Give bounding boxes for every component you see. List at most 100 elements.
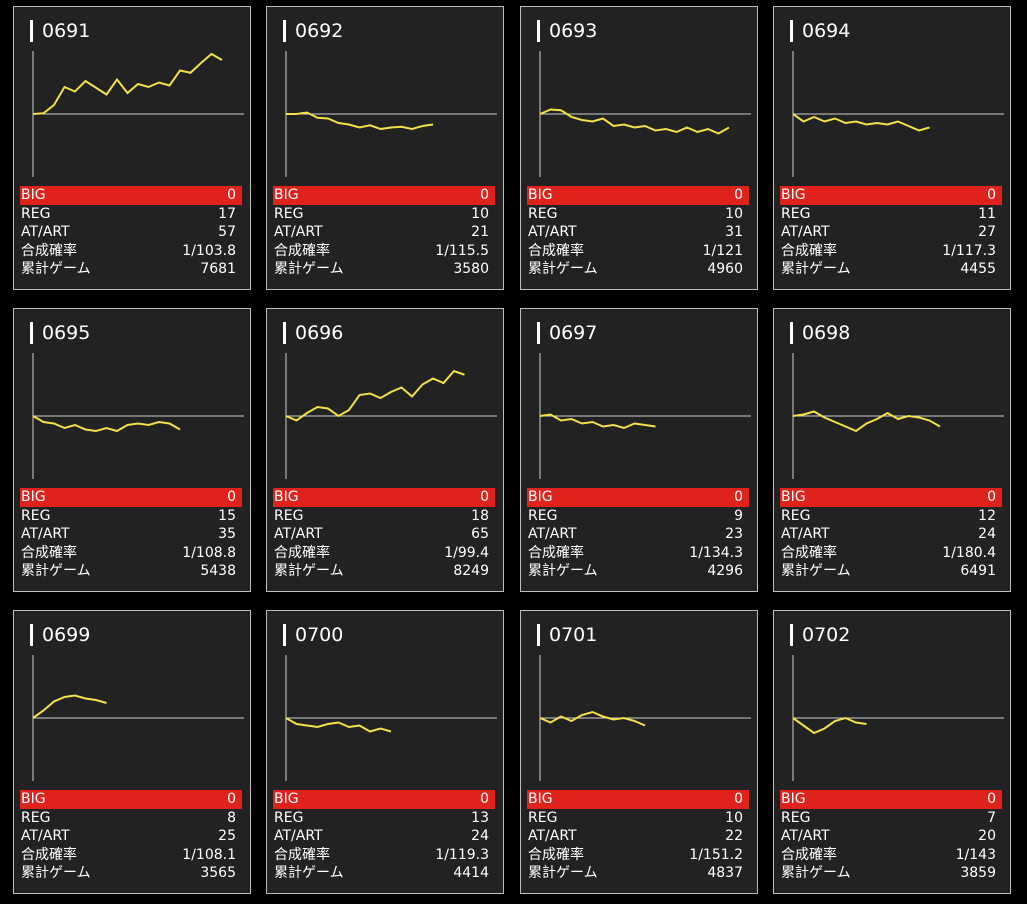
big-row: BIG 0 [20,488,242,507]
stats-table: BIG 0 REG 10 AT/ART 21 合成確率 1/115.5 累計ゲーム 3580 [273,186,495,279]
big-row-label: BIG [21,489,46,505]
stats-table: BIG 0 REG 13 AT/ART 24 合成確率 1/119.3 累計ゲーム 4414 [273,790,495,883]
total-games-row-label: 累計ゲーム [274,261,344,278]
stats-table: BIG 0 REG 12 AT/ART 24 合成確率 1/180.4 累計ゲーム 6491 [780,488,1002,581]
big-row-label: BIG [274,791,299,807]
total-games-row-label: 累計ゲーム [21,865,91,882]
probability-row: 合成確率 1/119.3 [273,846,495,865]
stats-table: BIG 0 REG 8 AT/ART 25 合成確率 1/108.1 累計ゲーム 3565 [20,790,242,883]
machine-card[interactable]: 0693 BIG 0 REG 10 AT/ART 31 合成確率 1/121 累計ゲーム 4960 [520,6,758,290]
probability-row-label: 合成確率 [21,846,77,863]
at-art-row-label: AT/ART [528,526,577,543]
at-art-row: AT/ART 21 [273,223,495,242]
total-games-row-label: 累計ゲーム [528,563,598,580]
probability-row-value: 1/115.5 [435,242,489,259]
machine-card[interactable]: 0701 BIG 0 REG 10 AT/ART 22 合成確率 1/151.2 累計ゲーム 483… [520,610,758,894]
machine-card[interactable]: 0691 BIG 0 REG 17 AT/ART 57 合成確率 1/103.8 累計ゲーム 768… [13,6,251,290]
at-art-row-label: AT/ART [781,828,830,845]
total-games-row: 累計ゲーム 3565 [20,864,242,883]
slump-line [792,410,941,433]
probability-row-value: 1/134.3 [689,544,743,561]
machine-number: 0694 [790,20,850,42]
total-games-row-value: 3859 [960,865,996,882]
at-art-row: AT/ART 35 [20,525,242,544]
at-art-row: AT/ART 20 [780,827,1002,846]
machine-card[interactable]: 0699 BIG 0 REG 8 AT/ART 25 合成確率 1/108.1 累計ゲーム 3565 [13,610,251,894]
total-games-row-value: 4296 [707,563,743,580]
big-row-value: 0 [734,187,743,203]
big-row-label: BIG [274,489,299,505]
reg-row-value: 17 [218,205,236,222]
reg-row-value: 9 [734,507,743,524]
at-art-row-value: 20 [978,828,996,845]
machine-card[interactable]: 0695 BIG 0 REG 15 AT/ART 35 合成確率 1/108.8 累計ゲーム 543… [13,308,251,592]
at-art-row-value: 35 [218,526,236,543]
at-art-row: AT/ART 31 [527,223,749,242]
total-games-row-value: 6491 [960,563,996,580]
total-games-row-value: 4960 [707,261,743,278]
probability-row-value: 1/103.8 [182,242,236,259]
machine-card[interactable]: 0700 BIG 0 REG 13 AT/ART 24 合成確率 1/119.3 累計ゲーム 441… [266,610,504,894]
machine-card[interactable]: 0702 BIG 0 REG 7 AT/ART 20 合成確率 1/143 累計ゲーム 3859 [773,610,1011,894]
machine-card[interactable]: 0694 BIG 0 REG 11 AT/ART 27 合成確率 1/117.3 累計ゲーム 445… [773,6,1011,290]
stats-table: BIG 0 REG 17 AT/ART 57 合成確率 1/103.8 累計ゲーム 7681 [20,186,242,279]
big-row: BIG 0 [527,186,749,205]
total-games-row-value: 4455 [960,261,996,278]
probability-row-label: 合成確率 [528,846,584,863]
slump-line [286,111,434,131]
probability-row: 合成確率 1/143 [780,846,1002,865]
probability-row-label: 合成確率 [781,242,837,259]
total-games-row-label: 累計ゲーム [528,865,598,882]
slump-chart [285,51,497,177]
at-art-row-value: 23 [725,526,743,543]
total-games-row-value: 4414 [453,865,489,882]
probability-row-label: 合成確率 [781,544,837,561]
reg-row: REG 15 [20,507,242,526]
probability-row-value: 1/99.4 [444,544,489,561]
probability-row: 合成確率 1/108.8 [20,544,242,563]
at-art-row-label: AT/ART [528,828,577,845]
stats-table: BIG 0 REG 11 AT/ART 27 合成確率 1/117.3 累計ゲーム 4455 [780,186,1002,279]
big-row-label: BIG [274,187,299,203]
total-games-row: 累計ゲーム 3859 [780,864,1002,883]
reg-row: REG 7 [780,809,1002,828]
big-row: BIG 0 [780,186,1002,205]
machine-card[interactable]: 0697 BIG 0 REG 9 AT/ART 23 合成確率 1/134.3 累計ゲーム 4296 [520,308,758,592]
big-row-value: 0 [734,791,743,807]
reg-row-value: 10 [471,205,489,222]
big-row: BIG 0 [273,186,495,205]
machine-number: 0692 [283,20,343,42]
total-games-row-value: 8249 [453,563,489,580]
slump-chart [539,353,751,479]
total-games-row-label: 累計ゲーム [781,865,851,882]
big-row: BIG 0 [527,488,749,507]
probability-row-label: 合成確率 [528,544,584,561]
stats-table: BIG 0 REG 18 AT/ART 65 合成確率 1/99.4 累計ゲーム 8249 [273,488,495,581]
at-art-row: AT/ART 22 [527,827,749,846]
machine-number: 0695 [30,322,90,344]
reg-row: REG 13 [273,809,495,828]
reg-row-label: REG [781,809,811,826]
total-games-row-value: 7681 [200,261,236,278]
probability-row-label: 合成確率 [274,846,330,863]
at-art-row-label: AT/ART [21,828,70,845]
big-row-value: 0 [480,489,489,505]
big-row: BIG 0 [780,488,1002,507]
stats-table: BIG 0 REG 7 AT/ART 20 合成確率 1/143 累計ゲーム 3859 [780,790,1002,883]
slump-chart [32,51,244,177]
probability-row-value: 1/117.3 [942,242,996,259]
total-games-row: 累計ゲーム 4414 [273,864,495,883]
at-art-row-label: AT/ART [781,224,830,241]
at-art-row: AT/ART 25 [20,827,242,846]
slump-line [32,415,181,433]
reg-row-label: REG [21,507,51,524]
reg-row: REG 17 [20,205,242,224]
machine-card[interactable]: 0698 BIG 0 REG 12 AT/ART 24 合成確率 1/180.4 累計ゲーム 649… [773,308,1011,592]
reg-row-value: 11 [978,205,996,222]
machine-card[interactable]: 0692 BIG 0 REG 10 AT/ART 21 合成確率 1/115.5 累計ゲーム 358… [266,6,504,290]
machine-card[interactable]: 0696 BIG 0 REG 18 AT/ART 65 合成確率 1/99.4 累計ゲーム 8249 [266,308,504,592]
reg-row: REG 8 [20,809,242,828]
at-art-row-value: 27 [978,224,996,241]
total-games-row: 累計ゲーム 4837 [527,864,749,883]
at-art-row-value: 57 [218,224,236,241]
